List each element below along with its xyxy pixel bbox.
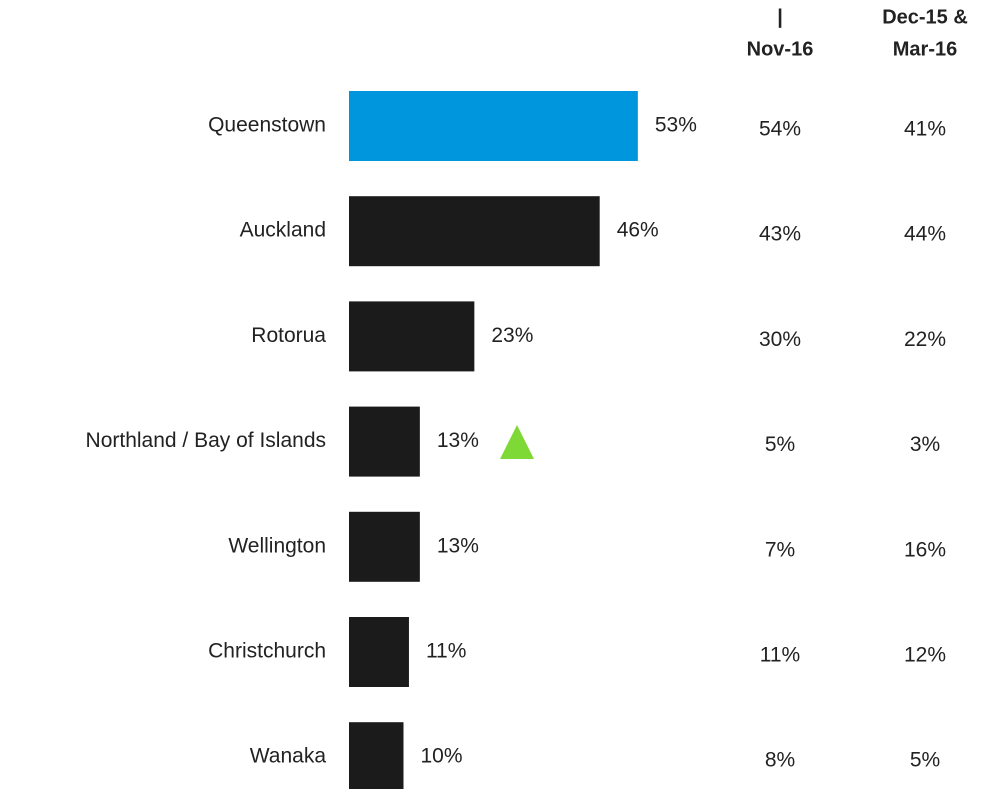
bar	[349, 617, 409, 687]
column-value: 12%	[904, 644, 946, 667]
category-label: Auckland	[240, 219, 326, 242]
column-value: 30%	[759, 328, 801, 351]
column-value: 7%	[765, 538, 795, 561]
value-label: 13%	[437, 534, 479, 557]
column-value: 44%	[904, 223, 946, 246]
column-value: 11%	[760, 644, 800, 667]
category-label: Wanaka	[250, 745, 327, 768]
bar	[349, 196, 600, 267]
bar	[349, 406, 420, 477]
value-label: 11%	[426, 640, 466, 663]
column-header: Nov-16	[747, 38, 814, 60]
bar	[349, 511, 420, 582]
column-header: |	[777, 6, 783, 28]
value-label: 46%	[617, 219, 659, 242]
category-label: Northland / Bay of Islands	[86, 429, 326, 452]
bar	[349, 722, 404, 793]
column-header: Dec-15 &	[882, 6, 968, 28]
category-label: Rotorua	[251, 324, 326, 347]
category-label: Christchurch	[208, 640, 326, 663]
column-value: 5%	[910, 749, 940, 772]
column-value: 8%	[765, 749, 795, 772]
column-value: 16%	[904, 538, 946, 561]
category-label: Wellington	[228, 534, 326, 557]
bar	[349, 91, 638, 161]
value-label: 53%	[655, 114, 697, 137]
column-value: 22%	[904, 328, 946, 351]
category-label: Queenstown	[208, 114, 326, 137]
value-label: 23%	[491, 324, 533, 347]
column-value: 5%	[765, 433, 795, 456]
column-value: 41%	[904, 118, 946, 141]
column-header: Mar-16	[893, 38, 957, 60]
bar	[349, 301, 475, 372]
column-value: 43%	[759, 223, 801, 246]
increase-arrow	[500, 425, 534, 459]
value-label: 10%	[421, 745, 463, 768]
column-value: 3%	[910, 433, 940, 456]
column-value: 54%	[759, 118, 801, 141]
value-label: 13%	[437, 429, 479, 452]
